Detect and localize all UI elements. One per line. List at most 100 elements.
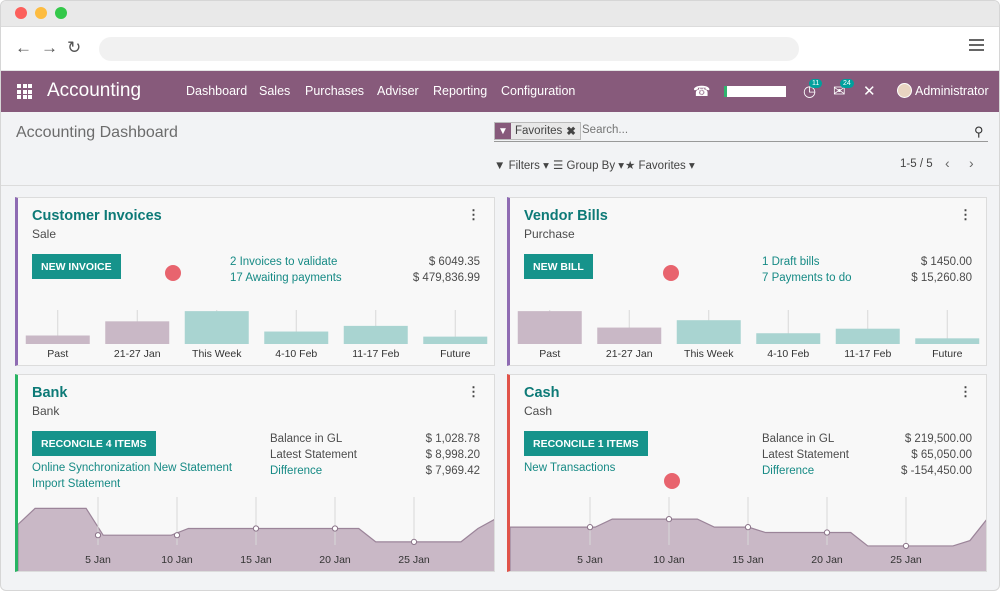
forward-arrow-icon[interactable]: →	[41, 38, 58, 57]
bar[interactable]	[343, 325, 408, 344]
back-arrow-icon[interactable]: ←	[15, 38, 32, 57]
new-transactions-link[interactable]: New Transactions	[524, 462, 616, 474]
red-marker-dot	[165, 265, 181, 281]
statement-label: Latest Statement	[762, 449, 849, 461]
awaiting-payments-link[interactable]: 17 Awaiting payments	[230, 272, 342, 284]
x-tick-label: 15 Jan	[732, 554, 764, 566]
amount-value: $ 1,028.78	[425, 433, 480, 445]
bar[interactable]	[264, 331, 329, 344]
remove-facet-icon[interactable]: ✖	[566, 126, 576, 138]
card-title[interactable]: Cash	[524, 385, 560, 401]
browser-menu-icon[interactable]	[969, 39, 984, 52]
invoices-to-validate-link[interactable]: 2 Invoices to validate	[230, 256, 338, 268]
new-invoice-button[interactable]: NEW INVOICE	[32, 254, 121, 279]
menu-purchases[interactable]: Purchases	[305, 84, 365, 98]
bar[interactable]	[517, 311, 582, 344]
customer-invoices-card: Customer Invoices Sale ⋮ NEW INVOICE 2 I…	[15, 197, 495, 366]
card-subtitle: Purchase	[524, 227, 575, 241]
x-tick-label: Past	[539, 348, 560, 360]
phone-icon[interactable]: ☎	[693, 83, 711, 99]
data-point[interactable]	[665, 516, 673, 523]
bar[interactable]	[676, 320, 741, 344]
url-bar[interactable]	[99, 37, 799, 61]
data-point[interactable]	[902, 542, 910, 550]
data-point[interactable]	[586, 524, 594, 531]
filter-funnel-icon: ▼	[495, 123, 511, 139]
card-title[interactable]: Bank	[32, 385, 68, 401]
balance-label: Balance in GL	[270, 433, 343, 445]
data-point[interactable]	[94, 532, 102, 539]
new-bill-button[interactable]: NEW BILL	[524, 254, 593, 279]
amount-value: $ 7,969.42	[425, 465, 480, 477]
data-point[interactable]	[744, 524, 752, 531]
bar[interactable]	[756, 333, 821, 344]
draft-bills-link[interactable]: 1 Draft bills	[762, 256, 820, 268]
data-point[interactable]	[331, 525, 339, 532]
favorites-dropdown[interactable]: ★ Favorites ▾	[625, 160, 695, 172]
data-point[interactable]	[252, 525, 260, 532]
menu-adviser[interactable]: Adviser	[377, 84, 419, 98]
avatar[interactable]	[897, 83, 912, 98]
x-tick-label: Future	[932, 348, 963, 360]
x-tick-label: 25 Jan	[890, 554, 922, 566]
amount-value: $ 65,050.00	[911, 449, 972, 461]
bar[interactable]	[835, 328, 900, 344]
close-window-button[interactable]	[15, 7, 27, 19]
amount-value: $ 1450.00	[920, 256, 972, 268]
user-menu[interactable]: Administrator	[915, 84, 989, 98]
card-title[interactable]: Vendor Bills	[524, 208, 608, 224]
data-point[interactable]	[173, 532, 181, 539]
minimize-window-button[interactable]	[35, 7, 47, 19]
menu-dashboard[interactable]: Dashboard	[186, 84, 248, 98]
x-tick-label: 4-10 Feb	[275, 348, 317, 360]
difference-link[interactable]: Difference	[270, 465, 323, 477]
tools-icon[interactable]: ✕	[863, 83, 876, 100]
apps-grid-icon[interactable]	[17, 84, 32, 99]
reconcile-button[interactable]: RECONCILE 1 ITEMS	[524, 431, 648, 456]
bar[interactable]	[597, 327, 662, 344]
filters-dropdown[interactable]: ▼ Filters ▾	[494, 160, 549, 172]
menu-configuration[interactable]: Configuration	[501, 84, 576, 98]
pager-previous-icon[interactable]: ‹	[945, 155, 950, 171]
card-menu-icon[interactable]: ⋮	[467, 384, 480, 399]
bills-bar-chart: Past 21-27 Jan This Week 4-10 Feb 11-17 Feb F…	[517, 310, 980, 360]
statement-label: Latest Statement	[270, 449, 357, 461]
messages-count-badge: 24	[840, 79, 854, 88]
bank-card: Bank Bank ⋮ RECONCILE 4 ITEMS Online Syn…	[15, 374, 495, 572]
bar[interactable]	[105, 321, 170, 344]
bar[interactable]	[423, 336, 488, 344]
payments-to-do-link[interactable]: 7 Payments to do	[762, 272, 852, 284]
bar[interactable]	[184, 311, 249, 344]
card-menu-icon[interactable]: ⋮	[959, 384, 972, 399]
card-menu-icon[interactable]: ⋮	[467, 207, 480, 222]
online-sync-link[interactable]: Online Synchronization New Statement	[32, 462, 233, 474]
reload-icon[interactable]: ↻	[67, 38, 82, 57]
search-icon[interactable]: ⚲	[974, 124, 984, 139]
data-point[interactable]	[823, 529, 831, 536]
card-subtitle: Sale	[32, 227, 57, 241]
page-title: Accounting Dashboard	[16, 124, 178, 141]
card-menu-icon[interactable]: ⋮	[959, 207, 972, 222]
amount-value: $ 15,260.80	[911, 272, 972, 284]
search-input[interactable]	[582, 124, 962, 136]
menu-reporting[interactable]: Reporting	[433, 84, 488, 98]
bar[interactable]	[25, 335, 90, 345]
reconcile-button[interactable]: RECONCILE 4 ITEMS	[32, 431, 156, 456]
menu-sales[interactable]: Sales	[259, 84, 291, 98]
maximize-window-button[interactable]	[55, 7, 67, 19]
bar[interactable]	[915, 338, 980, 344]
search-facet[interactable]: ▼ Favorites ✖	[494, 122, 581, 140]
pager-value[interactable]: 1-5 / 5	[900, 158, 933, 170]
voip-status-bar[interactable]	[724, 86, 786, 97]
x-tick-label: 15 Jan	[240, 554, 272, 566]
control-panel: Accounting Dashboard ▼ Favorites ✖ ⚲ ▼ F…	[1, 112, 999, 186]
amount-value: $ 479,836.99	[412, 272, 480, 284]
card-title[interactable]: Customer Invoices	[32, 208, 162, 224]
pager-next-icon[interactable]: ›	[969, 155, 974, 171]
data-point[interactable]	[410, 538, 418, 546]
import-statement-link[interactable]: Import Statement	[32, 478, 121, 490]
difference-link[interactable]: Difference	[762, 465, 815, 477]
groupby-dropdown[interactable]: ☰ Group By ▾	[553, 160, 625, 172]
x-tick-label: 11-17 Feb	[844, 348, 891, 360]
